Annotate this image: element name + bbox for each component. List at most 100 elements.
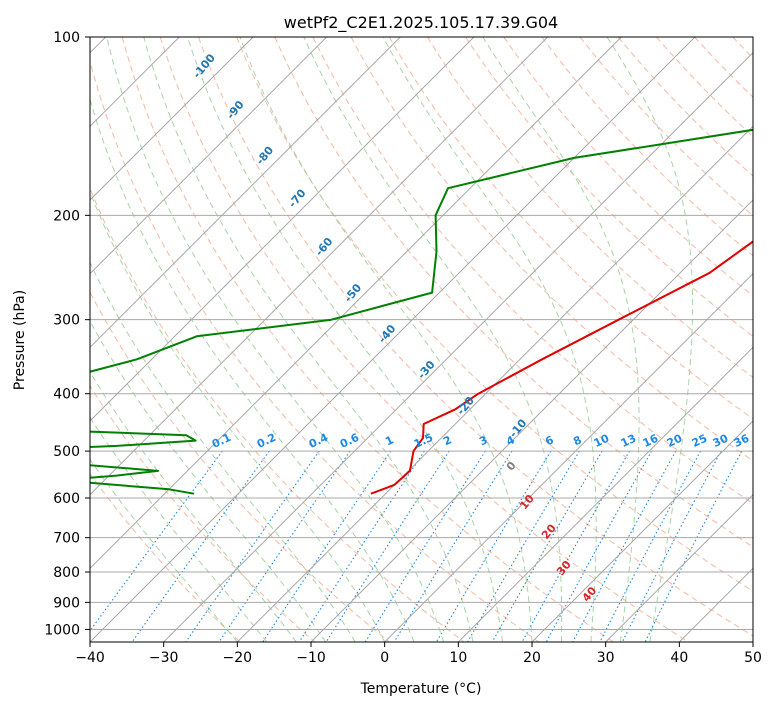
dry-adiabat [274, 37, 753, 548]
dry-adiabat [312, 37, 753, 505]
moist-adiabat [106, 37, 445, 642]
mixing-ratio-line [621, 450, 722, 642]
dry-adiabat [90, 291, 390, 642]
isotherm [752, 641, 753, 642]
mixing-ratio-label: 10 [592, 432, 612, 450]
isotherm [384, 272, 753, 642]
moist-adiabat [143, 37, 474, 642]
y-tick-label: 1000 [44, 622, 80, 638]
mixing-ratio-line [599, 450, 701, 642]
isotherm [90, 37, 328, 275]
moist-adiabat-label: 10 [517, 492, 537, 512]
x-tick-label: 50 [744, 650, 762, 666]
mixing-ratio-line [491, 450, 603, 642]
moist-adiabat [239, 37, 533, 642]
isotherm [90, 37, 549, 496]
y-tick-label: 700 [53, 531, 80, 547]
x-tick-label: −10 [296, 650, 326, 666]
y-tick-label: 300 [53, 313, 80, 329]
dry-adiabat [90, 384, 316, 642]
isotherm [90, 37, 622, 570]
dry-adiabat [579, 37, 753, 217]
y-tick-label: 800 [53, 565, 80, 581]
isotherm [310, 199, 753, 642]
y-tick-label: 400 [53, 387, 80, 403]
x-tick-label: 0 [380, 650, 389, 666]
mixing-ratio-label: 3 [477, 433, 489, 448]
moist-adiabat [187, 37, 503, 642]
mixing-ratio-label: 1 [383, 433, 395, 448]
moist-adiabat [382, 37, 597, 642]
isotherm [90, 37, 254, 201]
moist-adiabat [303, 37, 563, 642]
dry-adiabat [121, 37, 614, 642]
mixing-ratio-label: 25 [690, 432, 709, 450]
y-tick-label: 600 [53, 491, 80, 507]
moist-adiabat-label: 40 [580, 584, 600, 604]
mixing-ratio-label: 6 [543, 433, 556, 448]
x-tick-label: 30 [597, 650, 615, 666]
dry-adiabat [503, 37, 753, 297]
dry-adiabat [656, 37, 753, 138]
mixing-ratio-line [435, 450, 552, 642]
mixing-ratio-label: 0.4 [307, 431, 330, 451]
mixing-ratio-line [364, 450, 486, 642]
dry-adiabat [159, 37, 689, 642]
moist-adiabat [90, 261, 356, 642]
x-tick-label: 20 [523, 650, 541, 666]
isotherm [678, 567, 753, 642]
moist-adiabat [482, 37, 640, 642]
isotherm [236, 125, 753, 642]
mixing-ratio-label: 2 [441, 433, 453, 448]
moist-adiabat-label: -60 [313, 235, 336, 259]
mixing-ratio-line [521, 450, 630, 642]
mixing-ratio-label: 20 [665, 432, 685, 450]
mixing-ratio-label: 16 [641, 432, 661, 450]
isotherm [605, 493, 753, 642]
moist-adiabat-label: 20 [539, 521, 559, 541]
series-group [90, 128, 753, 495]
x-tick-label: 40 [670, 650, 688, 666]
x-axis: −40 −30 −20 −10 0 10 20 30 40 50 [75, 642, 762, 666]
x-axis-title: Temperature (°C) [360, 681, 482, 697]
mixing-ratio-line [131, 450, 270, 642]
y-axis: 100 200 300 400 500 600 700 800 900 1000 [44, 30, 90, 638]
y-tick-label: 100 [53, 30, 80, 46]
isotherm [163, 51, 753, 642]
moist-adiabat [90, 190, 386, 642]
plot-frame [89, 36, 754, 643]
dry-adiabat [541, 37, 753, 257]
moist-adiabat-label: 30 [554, 558, 574, 578]
dry-adiabat [694, 37, 753, 98]
mixing-ratio-line [90, 450, 223, 632]
isotherm [457, 346, 753, 642]
mixing-ratio-line [572, 450, 677, 642]
mixing-ratio-label: 36 [732, 432, 752, 450]
dry-adiabat [350, 37, 753, 462]
chart-title: wetPf2_C2E1.2025.105.17.39.G04 [284, 13, 558, 33]
mixing-ratio-label: 0.1 [210, 431, 233, 451]
series-line-2 [90, 128, 753, 495]
y-tick-label: 500 [53, 444, 80, 460]
moist-adiabat [90, 370, 297, 642]
grid [90, 37, 753, 642]
mixing-ratio-line [218, 450, 351, 642]
dry-adiabat [90, 472, 241, 642]
dry-adiabat [426, 37, 753, 379]
dry-adiabat [732, 37, 753, 59]
isotherm [90, 37, 696, 642]
mixing-ratio-line [467, 450, 580, 642]
x-tick-label: −30 [149, 650, 179, 666]
mixing-ratio-line [325, 450, 450, 642]
line-labels: -100-90-80-70-60-50-40-30-20-10010203040… [190, 51, 751, 604]
isotherm [531, 420, 753, 642]
isotherm [90, 37, 475, 422]
moist-adiabat-label: -70 [286, 186, 309, 210]
series-line-1 [370, 240, 753, 495]
moist-adiabat [90, 416, 268, 642]
y-axis-title: Pressure (hPa) [12, 290, 28, 390]
y-tick-label: 900 [53, 595, 80, 611]
moist-adiabat-label: -50 [342, 281, 365, 305]
